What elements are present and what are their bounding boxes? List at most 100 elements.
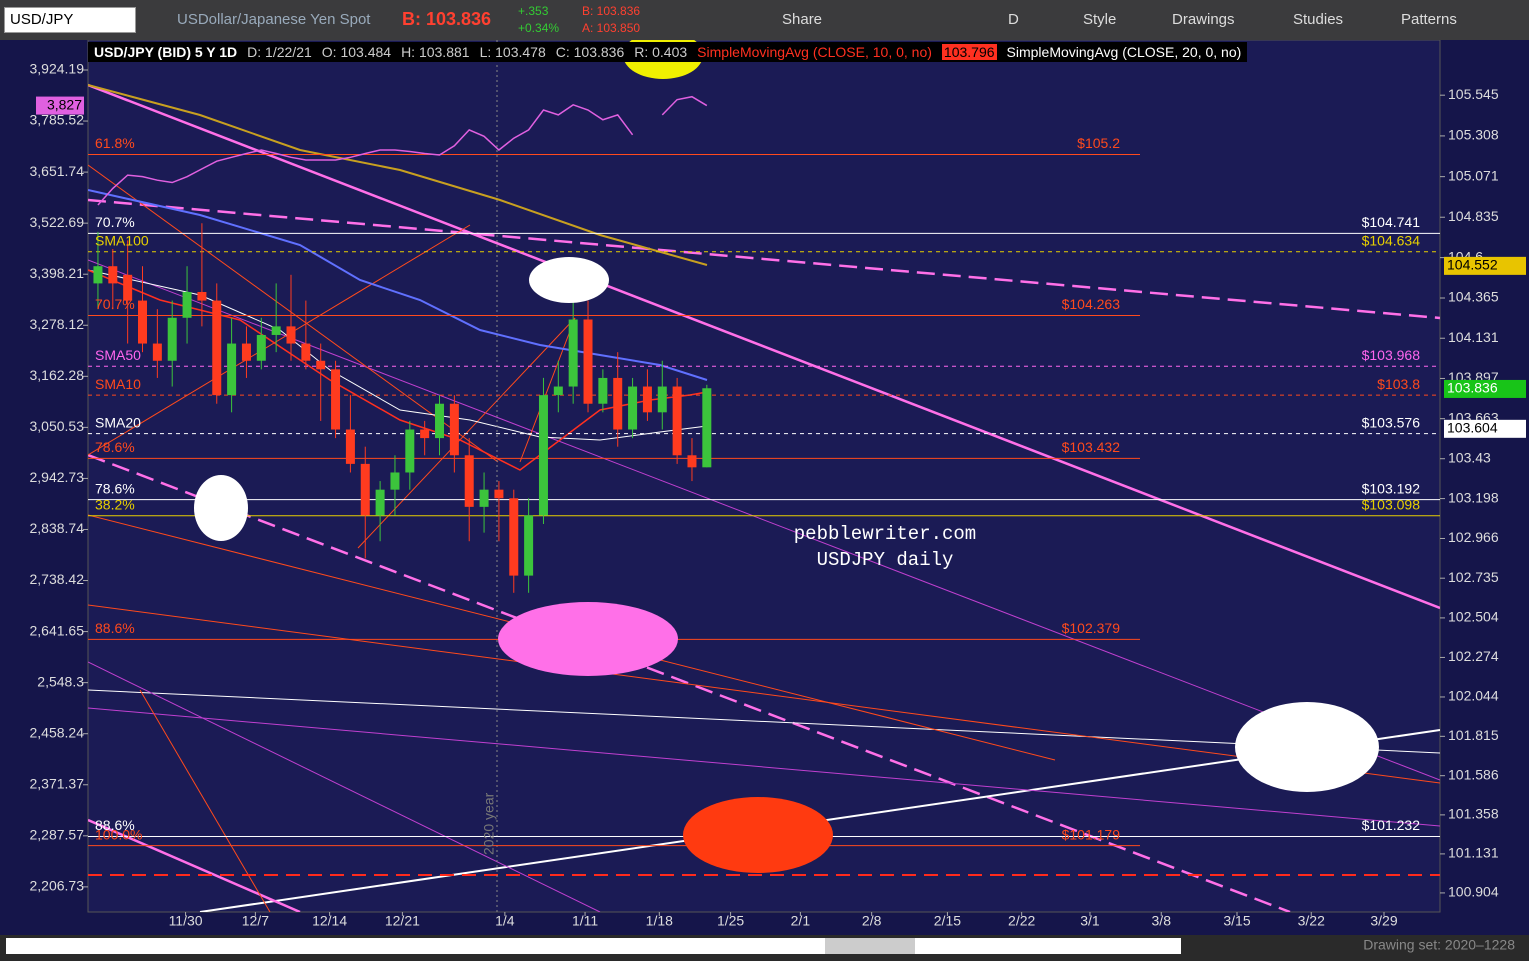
marks — [88, 95, 1440, 847]
compare-line — [97, 95, 708, 206]
y-tick-label: 103.43 — [1448, 449, 1491, 465]
x-tick-label: 1/18 — [646, 913, 673, 929]
button[interactable]: Style — [1083, 11, 1117, 28]
button[interactable]: Drawings — [1172, 11, 1235, 28]
y-tick-label: 104.835 — [1448, 208, 1499, 224]
candle-body — [123, 274, 133, 301]
symbol[interactable]: USD/JPY — [10, 11, 74, 28]
change: +.353 — [518, 4, 549, 18]
candle-body — [449, 403, 459, 456]
level-pct: 70.7% — [95, 296, 135, 312]
scroll-thumb[interactable] — [825, 938, 915, 954]
y-tick-label: 103.198 — [1448, 489, 1499, 505]
level-pct: SMA50 — [95, 347, 141, 363]
candle-body — [152, 343, 162, 361]
y2-tick-label: 3,651.74 — [30, 163, 85, 179]
x-tick-label: 1/11 — [572, 913, 598, 929]
y2-tick-label: 2,371.37 — [30, 775, 85, 791]
button[interactable]: Share — [782, 11, 823, 28]
study: SimpleMovingAvg (CLOSE, 10, 0, no) — [697, 44, 932, 60]
price-flag — [1444, 379, 1526, 398]
level-pct: 78.6% — [95, 439, 135, 455]
symbol-box[interactable] — [4, 7, 136, 33]
y-tick-label: 102.504 — [1448, 609, 1499, 625]
y-tick-label: 104.365 — [1448, 289, 1499, 305]
level-label: $101.232 — [1362, 817, 1421, 833]
x-tick-label: 3/15 — [1223, 913, 1250, 929]
trendline — [88, 83, 1440, 610]
y-tick-label: 102.274 — [1448, 648, 1499, 664]
level-pct: SMA100 — [95, 232, 149, 248]
ellipse — [194, 475, 248, 541]
candle-body — [212, 300, 222, 396]
sma10-line — [88, 269, 708, 471]
price-flag — [1444, 419, 1526, 438]
info-high: H: 103.881 — [401, 44, 470, 60]
candle-body — [420, 429, 430, 439]
trendline — [88, 604, 1440, 784]
info-date: D: 1/22/21 — [247, 44, 312, 60]
y-tick-label: 105.545 — [1448, 86, 1499, 102]
scrollbar[interactable] — [6, 938, 1181, 954]
y2-tick-label: 2,738.42 — [30, 571, 85, 587]
x-tick-label: 1/25 — [717, 913, 744, 929]
sma50-line — [88, 189, 708, 381]
candle-body — [464, 455, 474, 507]
trendline — [88, 661, 601, 912]
plot-area — [87, 40, 1441, 913]
level-label: $104.741 — [1362, 214, 1421, 230]
trendline — [88, 259, 1440, 781]
candle-body — [702, 388, 712, 468]
level-label: $101.179 — [1062, 826, 1121, 842]
y2-tick-label: 3,162.28 — [30, 367, 85, 383]
candle-body — [405, 429, 415, 473]
level-pct: SMA20 — [95, 414, 141, 430]
candle-body — [509, 498, 519, 576]
level-label: $102.379 — [1062, 620, 1121, 636]
candle-body — [227, 343, 237, 396]
button[interactable]: Studies — [1293, 11, 1344, 28]
candle-body — [657, 386, 667, 413]
study: SimpleMovingAvg (CLOSE, 20, 0, no) — [1006, 44, 1242, 60]
compare-flag — [36, 96, 84, 115]
ellipse — [529, 257, 609, 303]
footer: Drawing set: 2020–1228 — [1363, 937, 1515, 953]
x-tick-label: 3/1 — [1080, 913, 1100, 929]
candle-body — [167, 317, 177, 361]
study-value: 103.796 — [941, 44, 997, 60]
x-tick-label: 3/22 — [1298, 913, 1325, 929]
ellipse — [498, 602, 678, 676]
trendline — [88, 707, 1440, 827]
candle-body — [435, 403, 445, 439]
x-tick-label: 12/7 — [242, 913, 269, 929]
level-pct: 38.2% — [95, 496, 135, 512]
y-tick-label: 102.735 — [1448, 569, 1499, 585]
x-tick-label: 12/14 — [312, 913, 347, 929]
button[interactable]: D — [1008, 11, 1019, 28]
y2-tick-label: 2,548.3 — [37, 673, 84, 689]
y2-tick-label: 2,838.74 — [30, 520, 85, 536]
candle-body — [271, 326, 281, 335]
y2-tick-label: 2,458.24 — [30, 724, 85, 740]
level-label: $103.192 — [1362, 480, 1421, 496]
x-tick-label: 2/15 — [934, 913, 961, 929]
level-pct: 61.8% — [95, 135, 135, 151]
y-tick-label: 101.358 — [1448, 806, 1499, 822]
info-title: USD/JPY (BID) 5 Y 1D — [94, 44, 238, 60]
x-tick-label: 11/30 — [169, 913, 203, 929]
trendline — [88, 818, 301, 912]
candle-body — [345, 429, 355, 464]
x-tick-label: 1/4 — [495, 913, 515, 929]
x-tick-label: 2/1 — [791, 913, 811, 929]
y2-tick-label: 2,206.73 — [30, 878, 85, 894]
bid-big: B: 103.836 — [402, 9, 492, 29]
candle-body — [553, 386, 563, 396]
button[interactable]: Patterns — [1401, 11, 1457, 28]
candle-body — [138, 300, 148, 344]
price-flag-label: 103.836 — [1447, 380, 1498, 396]
y2-tick-label: 2,942.73 — [30, 469, 85, 485]
candle-body — [672, 386, 682, 456]
level-pct: 100.0% — [95, 826, 142, 842]
level-label: $104.263 — [1062, 296, 1121, 312]
sma20-line — [88, 269, 708, 441]
